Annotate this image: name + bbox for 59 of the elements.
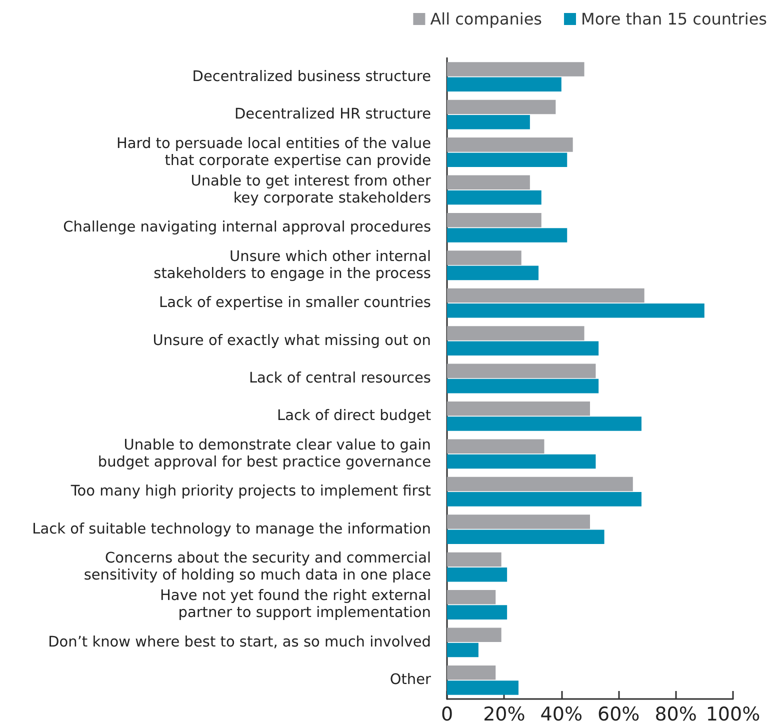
x-tick-label: 20% — [483, 704, 526, 725]
bar — [447, 552, 502, 567]
y-tick-label: Decentralized business structure — [192, 68, 432, 85]
y-tick-label: Lack of central resources — [248, 370, 431, 386]
bar — [447, 378, 599, 394]
bar — [447, 341, 599, 356]
legend-label: More than 15 countries — [581, 10, 767, 28]
bar — [447, 77, 562, 92]
bar — [447, 138, 573, 152]
bar — [447, 266, 539, 280]
bar — [447, 439, 544, 454]
bar — [447, 100, 556, 114]
y-tick-label: Decentralized HR structure — [234, 106, 432, 123]
bar — [447, 680, 518, 695]
bar — [447, 402, 590, 416]
bar — [447, 416, 642, 431]
x-tick-label: 60% — [597, 704, 640, 725]
bar — [447, 642, 478, 658]
bar — [447, 476, 633, 492]
x-tick-label: 40% — [540, 704, 583, 725]
bar — [447, 190, 542, 205]
bar — [447, 212, 542, 228]
y-tick-label: Lack of direct budget — [277, 408, 432, 424]
bar — [447, 364, 596, 378]
bar — [447, 326, 584, 340]
y-tick-label: Unable to get interest from other key corporate stakeholders — [190, 173, 432, 206]
x-tick-label: 80% — [654, 704, 697, 725]
bar — [447, 250, 522, 265]
bar — [447, 288, 644, 303]
bar — [447, 114, 530, 130]
y-tick-label: Lack of suitable technology to manage the information — [32, 521, 431, 538]
y-tick-label: Unable to demonstrate clear value to gain budget approval for best practice governance — [98, 437, 432, 470]
bar — [447, 665, 496, 680]
y-tick-label: Don’t know where best to start, as so much involved — [48, 634, 431, 650]
bar — [447, 530, 604, 544]
y-tick-label: Challenge navigating internal approval procedures — [63, 220, 431, 236]
x-tick-label: 0 — [440, 704, 454, 725]
bar — [447, 152, 568, 167]
bar — [447, 605, 508, 620]
bar — [447, 62, 584, 76]
y-tick-label: Too many high priority projects to implement first — [70, 484, 432, 500]
bar — [447, 514, 590, 529]
bar — [447, 567, 508, 582]
y-tick-label: Unsure of exactly what missing out on — [152, 332, 431, 349]
y-tick-label: Unsure which other internal stakeholders to engage in the process — [154, 248, 431, 282]
y-tick-label: Lack of expertise in smaller countries — [159, 295, 431, 312]
bar — [447, 175, 530, 190]
bar — [447, 590, 496, 604]
y-tick-label: Other — [390, 672, 432, 688]
bar — [447, 304, 704, 318]
legend-label: All companies — [430, 10, 542, 28]
y-tick-label: Have not yet found the right external partner to support implementation — [160, 588, 431, 622]
bar — [447, 228, 568, 242]
bar — [447, 628, 502, 642]
bar — [447, 492, 642, 506]
y-tick-label: Hard to persuade local entities of the value that corporate expertise can provide — [116, 136, 432, 169]
y-tick-label: Concerns about the security and commercial sensitivity of holding so much data in one place — [84, 550, 432, 584]
x-tick-label: 100% — [706, 704, 760, 725]
bar — [447, 454, 596, 469]
